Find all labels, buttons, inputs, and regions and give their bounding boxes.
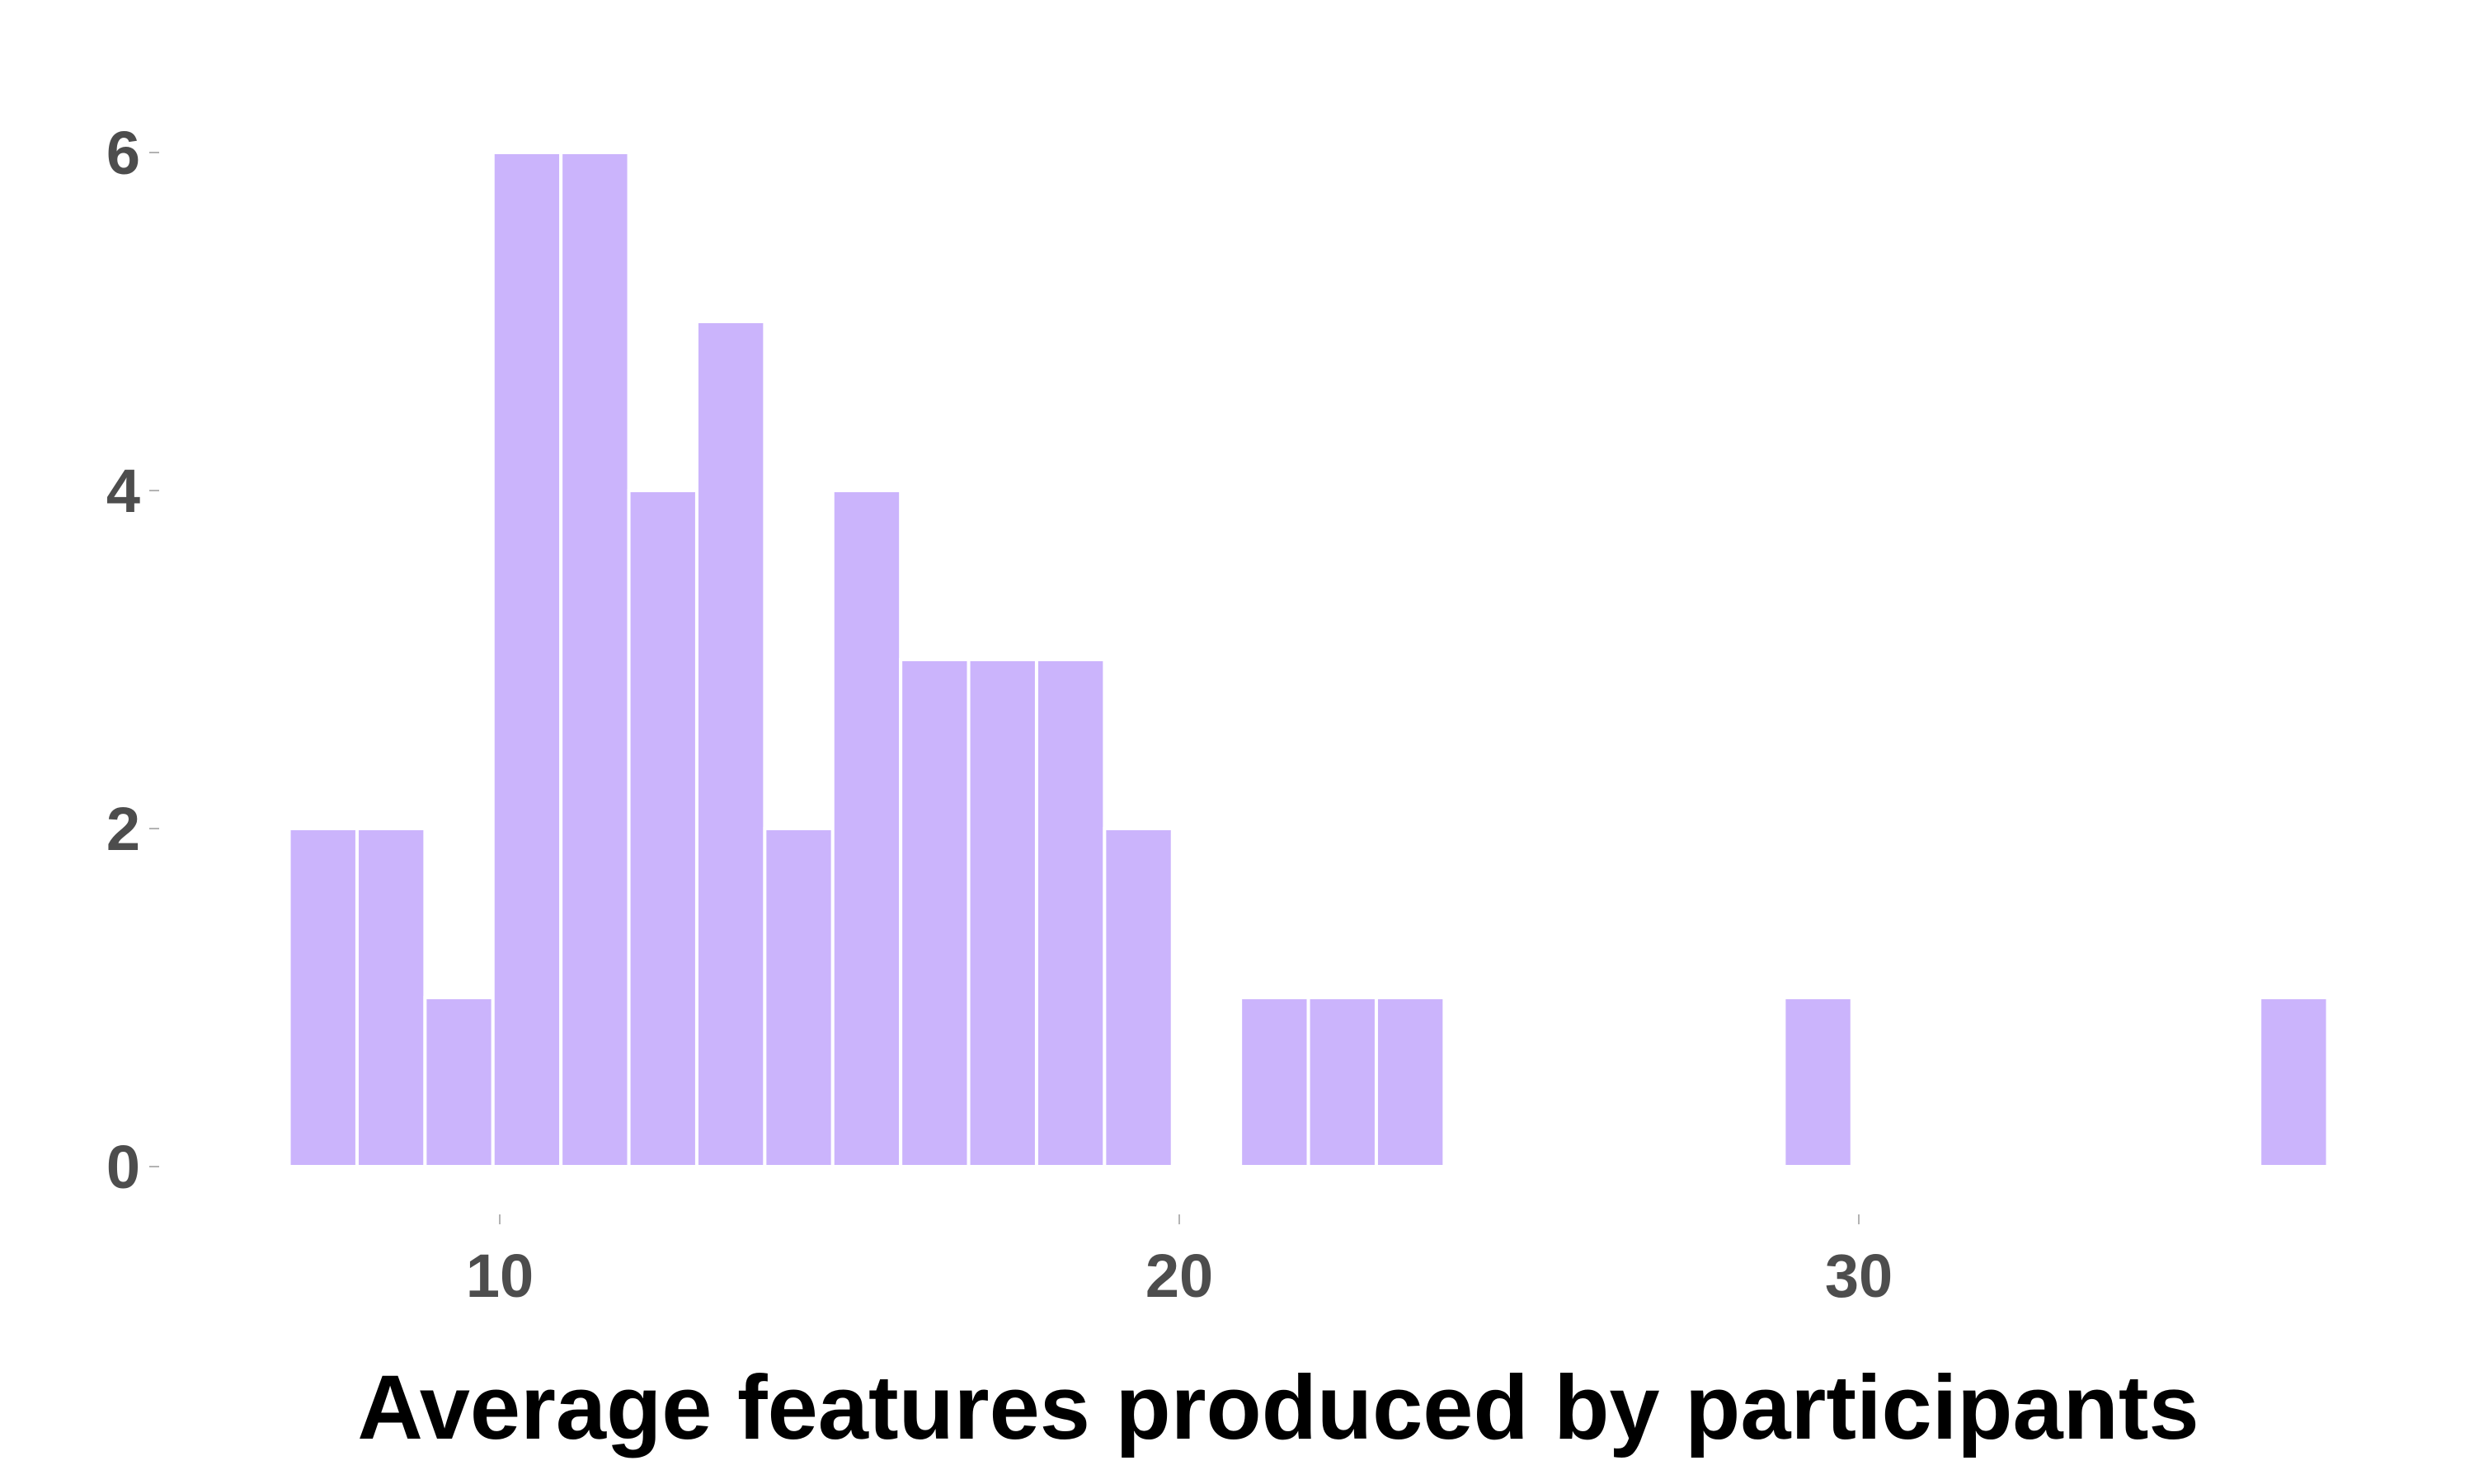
histogram-bar	[423, 996, 495, 1168]
y-axis: 0 2 4 6	[106, 119, 159, 1201]
y-tick-label: 4	[106, 457, 140, 525]
y-tick-label: 0	[106, 1133, 140, 1201]
histogram-bar	[967, 658, 1038, 1168]
histogram-bar	[287, 827, 359, 1168]
histogram-bar	[694, 320, 767, 1168]
histogram-bar	[1103, 827, 1174, 1168]
histogram-bar	[763, 827, 835, 1168]
x-tick-label: 30	[1825, 1242, 1893, 1310]
histogram-bar	[559, 151, 631, 1168]
y-tick-label: 2	[106, 795, 140, 863]
histogram-bar	[830, 489, 903, 1168]
histogram-bar	[627, 489, 698, 1168]
histogram-bar	[491, 151, 563, 1168]
histogram-bar	[1034, 658, 1107, 1168]
histogram-bar	[1306, 996, 1378, 1168]
x-axis-title: Average features produced by participant…	[357, 1357, 2199, 1458]
bars-layer	[287, 151, 2330, 1168]
x-axis: 10 20 30	[466, 1214, 1893, 1310]
histogram-bar	[1374, 996, 1446, 1168]
x-tick-label: 10	[466, 1242, 534, 1310]
y-tick-label: 6	[106, 119, 140, 187]
histogram-bar	[1239, 996, 1310, 1168]
x-tick-label: 20	[1145, 1242, 1213, 1310]
histogram-bar	[899, 658, 971, 1168]
histogram-bar	[2258, 996, 2330, 1168]
histogram-bar	[1782, 996, 1854, 1168]
histogram-bar	[355, 827, 427, 1168]
